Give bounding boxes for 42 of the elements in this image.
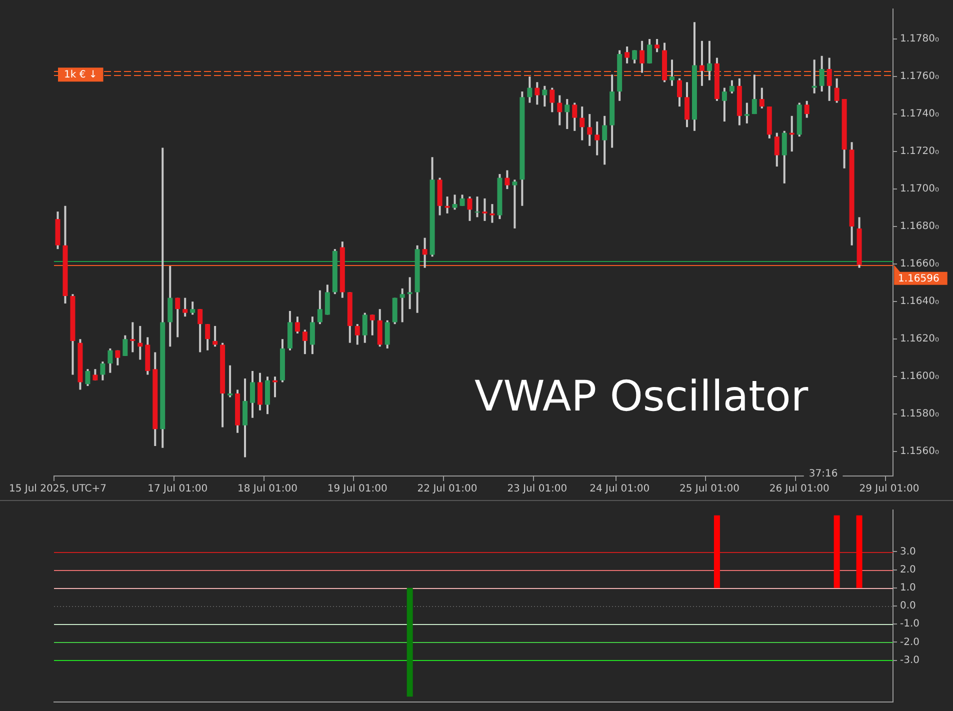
y-tick-label: 1.1700₀ <box>900 184 939 195</box>
y-tick-label: 1.1560₀ <box>900 446 939 458</box>
y-tick-label: 1.1620₀ <box>900 334 939 345</box>
y-tick-label: 1.1760₀ <box>900 71 939 82</box>
x-tick-label: 22 Jul 01:00 <box>417 484 478 495</box>
y-tick-label: 2.0 <box>900 564 916 576</box>
x-tick-label: 15 Jul 2025, UTC+7 <box>8 484 107 495</box>
y-tick-label: 1.1660₀ <box>900 258 939 270</box>
x-tick-label: 17 Jul 01:00 <box>148 484 208 495</box>
y-tick-label: 1.1680₀ <box>900 221 939 232</box>
y-tick-label: 1.1740₀ <box>900 108 939 120</box>
candlestick <box>490 204 495 223</box>
y-tick-label: 1.1600₀ <box>900 371 939 382</box>
text: VWAP Oscillator <box>474 372 809 421</box>
x-tick-label: 29 Jul 01:00 <box>859 484 920 495</box>
y-tick-label: 1.1780₀ <box>900 34 939 45</box>
candlestick <box>744 102 750 124</box>
ref-line-label: 1k € ↓ <box>64 70 98 81</box>
x-tick-label: 18 Jul 01:00 <box>238 484 298 495</box>
x-tick-label: 24 Jul 01:00 <box>590 484 650 495</box>
candlestick <box>407 277 412 310</box>
y-tick-label: -2.0 <box>900 636 920 648</box>
x-tick-label: 19 Jul 01:00 <box>327 484 388 495</box>
y-tick-label: 1.1720₀ <box>900 146 939 158</box>
y-tick-label: 1.1640₀ <box>900 296 939 308</box>
annotation: 37:16 <box>808 468 838 480</box>
y-tick-label: 0.0 <box>900 600 916 612</box>
candlestick <box>812 60 817 94</box>
ref-line-label: 1.16596 <box>898 273 940 284</box>
y-tick-label: 1.0 <box>900 582 916 594</box>
y-tick-label: -3.0 <box>900 654 920 666</box>
candlestick <box>482 198 488 221</box>
x-tick-label: 26 Jul 01:00 <box>769 484 830 495</box>
x-tick-label: 25 Jul 01:00 <box>679 484 740 495</box>
y-tick-label: -1.0 <box>900 618 920 630</box>
candlestick <box>130 322 136 352</box>
y-tick-label: 3.0 <box>900 546 916 558</box>
x-tick-label: 23 Jul 01:00 <box>507 484 568 495</box>
candlestick <box>228 365 233 398</box>
candlestick <box>512 180 518 228</box>
y-tick-label: 1.1580₀ <box>900 408 939 420</box>
candlestick <box>474 196 480 218</box>
